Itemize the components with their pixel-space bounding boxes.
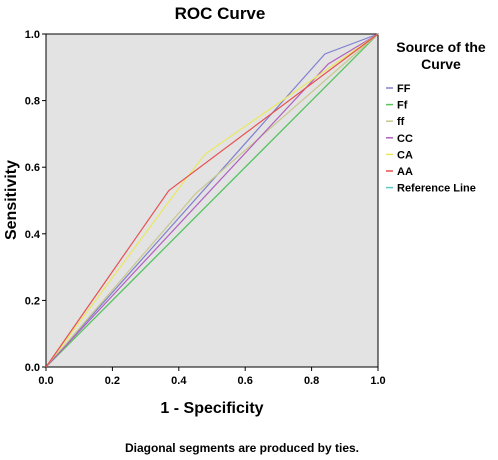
legend-label-ff: ff — [397, 116, 405, 128]
series-line-cc — [45, 33, 379, 368]
tick-layer: 0.0 0.2 0.4 0.6 0.8 1.0 0.0 0.2 0.4 0.6 0.8 1.0 — [25, 29, 386, 387]
footnote: Diagonal segments are produced by ties. — [125, 441, 359, 455]
series-line-aa — [45, 33, 379, 368]
y-tick-label: 0.2 — [25, 295, 40, 307]
series-line-ff — [45, 33, 379, 368]
legend-label-ca: CA — [397, 149, 413, 161]
y-tick-label: 1.0 — [25, 29, 40, 41]
y-tick-label: 0.4 — [25, 229, 41, 241]
legend-title-line-1: Source of the — [396, 39, 486, 55]
series-line-ca — [45, 33, 379, 368]
x-tick-label: 0.6 — [238, 375, 253, 387]
legend-label-cc: CC — [397, 133, 413, 145]
series-layer — [45, 33, 379, 368]
legend-label-ff: Ff — [397, 100, 408, 112]
series-line-ff — [45, 33, 379, 368]
x-tick-label: 1.0 — [370, 375, 385, 387]
x-axis-label: 1 - Specificity — [160, 400, 263, 417]
x-tick-label: 0.4 — [171, 375, 187, 387]
y-axis-label: Sensitivity — [3, 160, 20, 240]
legend-items: FF Ff ff CC CA AA Reference Line — [386, 83, 476, 195]
chart-title: ROC Curve — [175, 4, 266, 23]
legend-label-reference-line: Reference Line — [397, 183, 476, 195]
legend-label-ff: FF — [397, 83, 411, 95]
x-tick-label: 0.2 — [105, 375, 120, 387]
x-tick-label: 0.8 — [304, 375, 319, 387]
legend-label-aa: AA — [397, 166, 413, 178]
x-tick-label: 0.0 — [38, 375, 53, 387]
y-tick-label: 0.8 — [25, 96, 40, 108]
series-line-ff — [45, 33, 379, 368]
y-tick-label: 0.6 — [25, 162, 40, 174]
legend: Source of the Curve FF Ff ff CC CA AA Referenc… — [386, 39, 486, 195]
y-tick-label: 0.0 — [25, 362, 40, 374]
legend-title-line-2: Curve — [421, 56, 461, 72]
